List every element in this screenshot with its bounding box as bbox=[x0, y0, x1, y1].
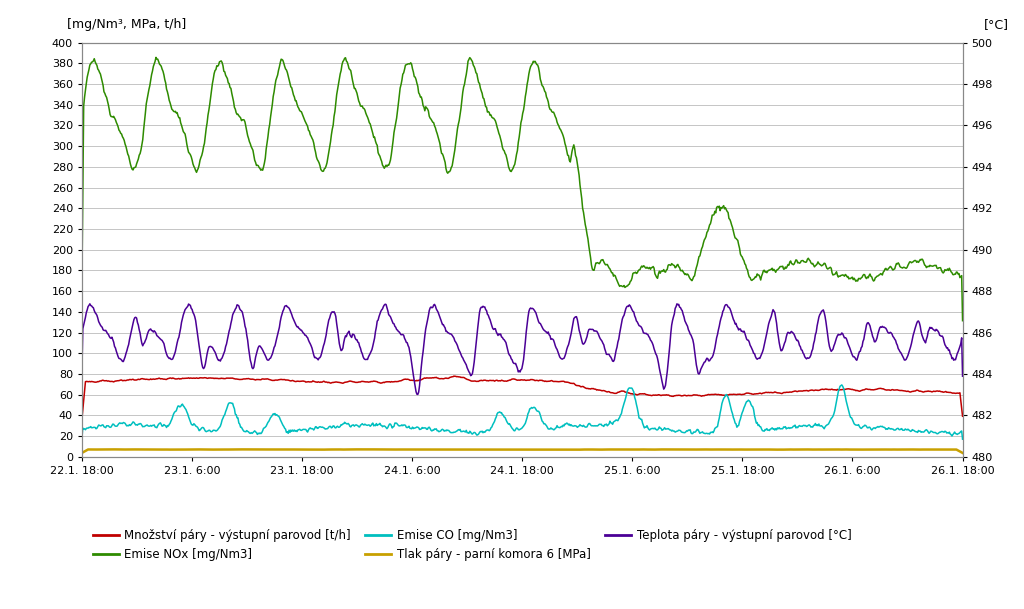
Legend: Množství páry - výstupní parovod [t/h], Emise NOx [mg/Nm3], Emise CO [mg/Nm3], T: Množství páry - výstupní parovod [t/h], … bbox=[88, 525, 856, 566]
Text: [mg/Nm³, MPa, t/h]: [mg/Nm³, MPa, t/h] bbox=[67, 18, 185, 31]
Text: [°C]: [°C] bbox=[984, 18, 1009, 31]
